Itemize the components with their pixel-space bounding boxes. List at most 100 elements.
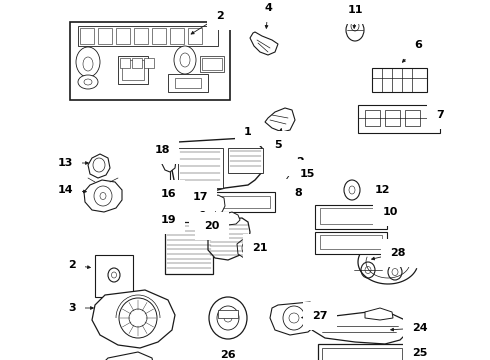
Ellipse shape: [129, 309, 147, 327]
Text: 10: 10: [382, 207, 398, 217]
Polygon shape: [237, 238, 256, 258]
Polygon shape: [265, 108, 295, 132]
Ellipse shape: [209, 297, 247, 339]
Text: 8: 8: [294, 188, 302, 198]
Ellipse shape: [180, 53, 190, 67]
Ellipse shape: [94, 186, 112, 206]
Bar: [405, 110, 420, 126]
Text: 12: 12: [374, 185, 390, 195]
Text: 2: 2: [68, 260, 76, 270]
Bar: [78, 26, 218, 46]
Bar: [315, 205, 387, 229]
Ellipse shape: [177, 190, 187, 202]
Bar: [118, 56, 148, 84]
Text: 26: 26: [220, 350, 236, 360]
Text: 21: 21: [252, 243, 268, 253]
Text: 7: 7: [436, 110, 444, 120]
Polygon shape: [88, 154, 110, 178]
Text: 27: 27: [312, 311, 328, 321]
Polygon shape: [220, 212, 240, 225]
Bar: [132, 58, 142, 68]
Bar: [322, 348, 402, 360]
Text: 4: 4: [264, 3, 272, 13]
Bar: [178, 148, 223, 188]
Bar: [365, 110, 380, 126]
Ellipse shape: [180, 194, 184, 198]
Bar: [210, 196, 270, 208]
Bar: [122, 60, 144, 80]
Ellipse shape: [217, 306, 239, 330]
Ellipse shape: [112, 272, 117, 278]
Bar: [320, 208, 382, 224]
Polygon shape: [270, 302, 318, 335]
Text: 3: 3: [68, 303, 76, 313]
Ellipse shape: [100, 193, 106, 199]
Text: 2: 2: [296, 157, 304, 167]
Text: 17: 17: [192, 192, 208, 202]
Ellipse shape: [283, 306, 305, 330]
Bar: [144, 58, 154, 68]
Bar: [320, 235, 382, 249]
Bar: [152, 28, 166, 44]
Text: 1: 1: [244, 127, 252, 137]
Bar: [165, 222, 213, 274]
Bar: [202, 58, 222, 70]
Ellipse shape: [346, 19, 364, 41]
Bar: [70, 22, 230, 100]
Ellipse shape: [392, 269, 398, 275]
Ellipse shape: [83, 57, 93, 71]
Bar: [218, 310, 238, 318]
Polygon shape: [162, 155, 176, 172]
Text: 11: 11: [347, 5, 363, 15]
Bar: [318, 344, 406, 360]
Polygon shape: [206, 195, 225, 215]
Polygon shape: [172, 138, 262, 195]
Bar: [98, 28, 112, 44]
Text: 25: 25: [412, 348, 428, 358]
Bar: [80, 28, 94, 44]
Text: 24: 24: [412, 323, 428, 333]
Ellipse shape: [344, 180, 360, 200]
Bar: [170, 28, 184, 44]
Bar: [228, 148, 263, 173]
Bar: [175, 78, 201, 88]
Ellipse shape: [119, 298, 157, 338]
Ellipse shape: [93, 158, 105, 172]
Bar: [358, 105, 440, 133]
Ellipse shape: [289, 313, 299, 323]
Text: 6: 6: [414, 40, 422, 50]
Bar: [385, 110, 400, 126]
Ellipse shape: [76, 47, 100, 77]
Text: 9: 9: [198, 211, 206, 221]
Text: 18: 18: [154, 145, 170, 155]
Polygon shape: [208, 218, 250, 260]
Text: 19: 19: [160, 215, 176, 225]
Ellipse shape: [242, 241, 252, 255]
Polygon shape: [365, 308, 393, 320]
Polygon shape: [250, 32, 278, 55]
Bar: [168, 74, 208, 92]
Polygon shape: [98, 352, 155, 360]
Bar: [205, 192, 275, 212]
Bar: [134, 28, 148, 44]
Bar: [200, 56, 224, 72]
Text: 14: 14: [57, 185, 73, 195]
Ellipse shape: [108, 268, 120, 282]
Ellipse shape: [361, 262, 375, 278]
Ellipse shape: [84, 79, 92, 85]
Bar: [188, 28, 202, 44]
Text: 15: 15: [299, 169, 315, 179]
Text: 28: 28: [390, 248, 406, 258]
Ellipse shape: [349, 186, 355, 194]
Text: 20: 20: [204, 221, 220, 231]
Bar: [372, 68, 427, 92]
Ellipse shape: [224, 314, 232, 322]
Bar: [116, 28, 130, 44]
Ellipse shape: [78, 75, 98, 89]
Ellipse shape: [174, 46, 196, 74]
Polygon shape: [312, 312, 408, 344]
Text: 16: 16: [160, 189, 176, 199]
Bar: [120, 58, 130, 68]
Ellipse shape: [351, 21, 359, 31]
Ellipse shape: [365, 266, 371, 274]
